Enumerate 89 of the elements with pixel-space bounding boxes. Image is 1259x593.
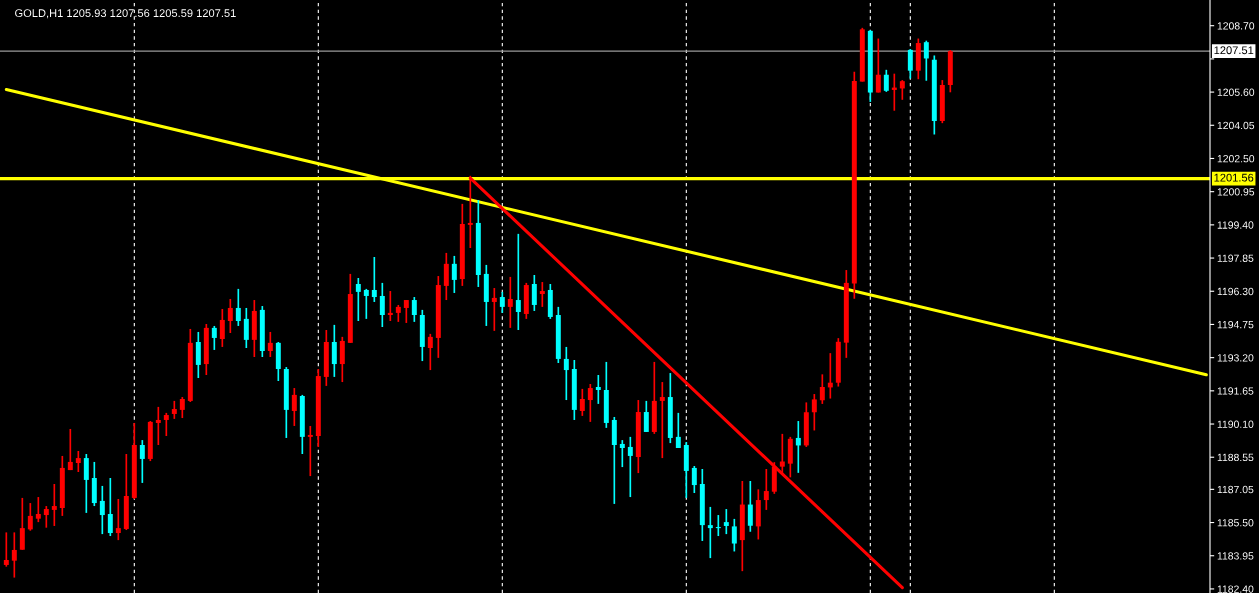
candlestick xyxy=(747,480,753,533)
y-tick-label: 1205.60 xyxy=(1217,88,1255,96)
candlestick xyxy=(675,412,681,449)
candlestick xyxy=(715,514,721,537)
candlestick xyxy=(691,465,697,494)
candlestick xyxy=(627,436,633,498)
candlestick xyxy=(195,331,201,379)
candlestick xyxy=(515,233,521,331)
candlestick xyxy=(339,336,345,383)
y-tick-label: 1204.05 xyxy=(1217,121,1255,130)
y-tick-label: 1193.20 xyxy=(1217,354,1254,362)
candlestick xyxy=(331,324,337,378)
candlestick xyxy=(99,485,105,535)
candlestick xyxy=(811,393,817,432)
candlestick xyxy=(355,277,361,322)
y-tick-label: 1196.30 xyxy=(1217,287,1254,296)
candlestick xyxy=(723,508,729,535)
candlestick xyxy=(115,498,121,541)
candlestick xyxy=(51,483,57,527)
candlestick xyxy=(243,307,249,349)
candlestick xyxy=(19,497,25,551)
candlestick xyxy=(35,496,41,523)
candlestick xyxy=(371,256,377,303)
candlestick xyxy=(907,48,913,80)
y-tick-label: 1191.65 xyxy=(1217,387,1254,395)
y-tick-label: 1185.50 xyxy=(1217,519,1254,527)
y-tick-label: 1182.40 xyxy=(1217,585,1254,593)
candlestick xyxy=(219,308,225,348)
candlestick xyxy=(539,281,545,308)
candlestick xyxy=(11,531,17,579)
candlestick xyxy=(67,428,73,471)
ref-line-label: 1201.56 xyxy=(1214,173,1254,182)
candlestick xyxy=(403,299,409,324)
candlestick xyxy=(643,400,649,433)
candlestick xyxy=(427,333,433,371)
candlestick xyxy=(875,37,881,94)
candlestick xyxy=(619,439,625,468)
candlestick xyxy=(795,420,801,474)
candlestick xyxy=(75,450,81,473)
y-tick-label: 1194.75 xyxy=(1217,320,1254,329)
y-tick-label: 1208.70 xyxy=(1217,22,1255,30)
y-tick-label: 1188.55 xyxy=(1217,453,1254,462)
y-tick-label: 1183.95 xyxy=(1217,552,1254,560)
candlestick xyxy=(235,288,241,327)
candlestick xyxy=(155,406,161,446)
candlestick xyxy=(411,296,417,323)
candlestick xyxy=(499,291,505,314)
y-tick-label: 1197.85 xyxy=(1217,254,1254,262)
candlestick xyxy=(363,288,369,320)
candlestick xyxy=(507,276,513,329)
ref-line-label: 1207.51 xyxy=(1214,46,1254,55)
candlestick xyxy=(579,388,585,417)
candlestick xyxy=(883,68,889,93)
candlestick xyxy=(83,453,89,514)
candlestick xyxy=(763,468,769,511)
candlestick xyxy=(211,325,217,351)
candlestick xyxy=(387,290,393,322)
candlestick xyxy=(731,518,737,553)
y-tick-label: 1199.40 xyxy=(1217,221,1254,229)
candlestick xyxy=(491,287,497,332)
candlestick xyxy=(107,477,113,537)
candlestick xyxy=(43,505,49,529)
candlestick xyxy=(587,383,593,423)
candlestick xyxy=(659,381,665,459)
candlestick xyxy=(451,255,457,294)
candlestick xyxy=(139,439,145,484)
candlestick xyxy=(779,433,785,475)
candlestick xyxy=(227,298,233,334)
candlestick xyxy=(267,331,273,358)
candlestick xyxy=(3,531,9,568)
candlestick xyxy=(27,502,33,532)
y-tick-label: 1187.05 xyxy=(1217,485,1254,494)
candlestick xyxy=(291,387,297,427)
candlestick xyxy=(179,396,185,419)
candlestick xyxy=(923,39,929,82)
candlestick xyxy=(379,282,385,328)
candlestick xyxy=(307,425,313,477)
candlestick xyxy=(595,374,601,405)
candlestick xyxy=(563,346,569,401)
candlestick xyxy=(163,412,169,437)
candlestick xyxy=(443,252,449,301)
text: GOLD,H1 1205.93 1207.56 1205.59 1207.51 xyxy=(15,9,236,19)
candlestick xyxy=(531,274,537,312)
candlestick xyxy=(707,506,713,559)
candlestick xyxy=(899,79,905,101)
y-tick-label: 1202.50 xyxy=(1217,154,1255,163)
y-tick-label: 1200.95 xyxy=(1217,188,1255,196)
y-tick-label: 1190.10 xyxy=(1217,420,1254,428)
candlestick xyxy=(819,373,825,405)
